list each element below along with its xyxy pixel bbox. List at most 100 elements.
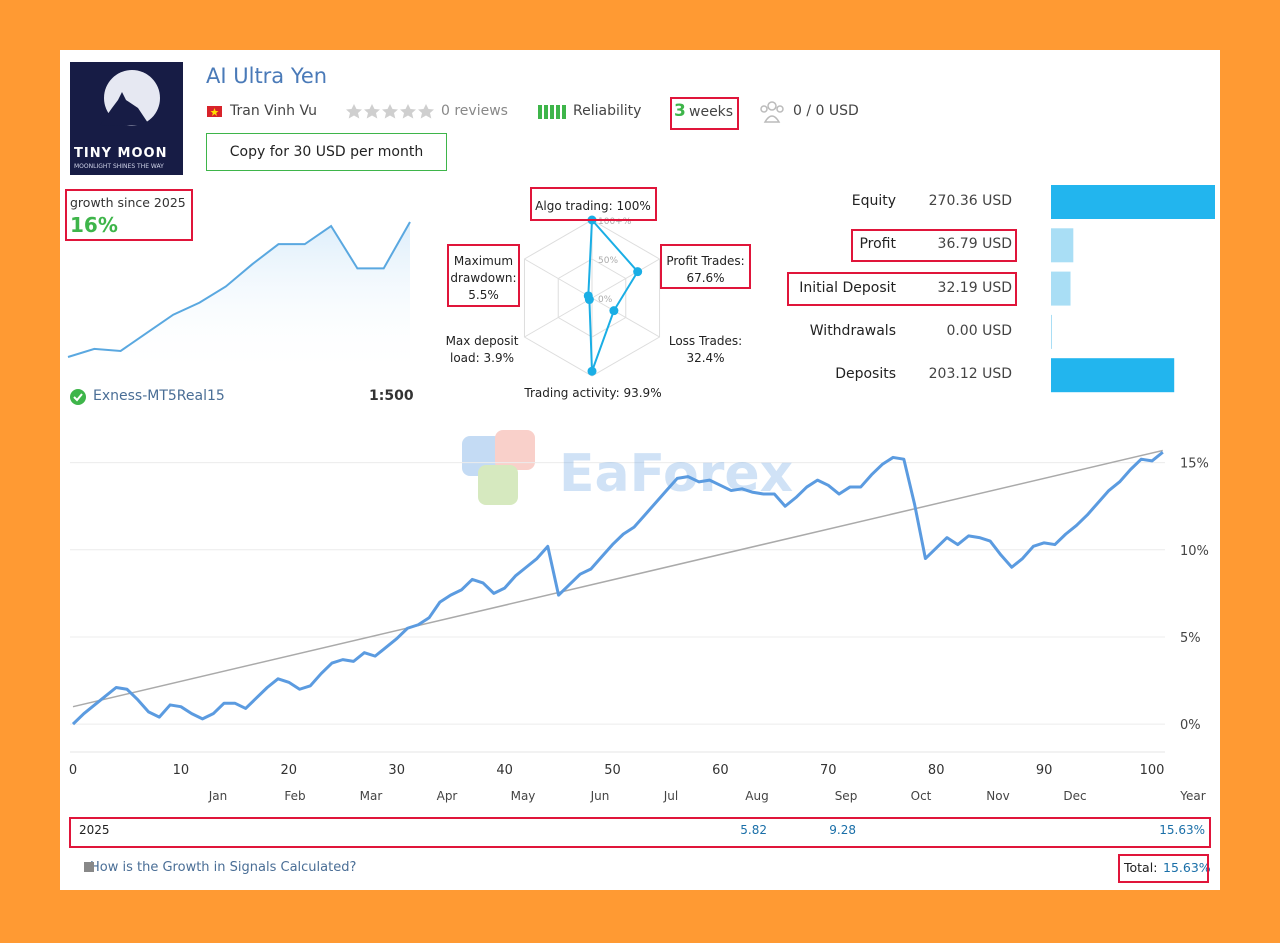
radar-tick-label: 50% [598, 256, 618, 266]
star [346, 104, 362, 119]
weeks-unit: weeks [689, 104, 734, 120]
reliability-bar [562, 105, 566, 119]
highlight [69, 817, 1211, 848]
x-tick-label: 20 [281, 763, 298, 778]
logo-subtitle: MOONLIGHT SHINES THE WAY [74, 163, 164, 170]
balance-bar [1051, 314, 1052, 349]
radar-label: Max deposit load: 3.9% [439, 333, 525, 367]
radar-point [633, 267, 643, 277]
radar-axis-name: Trading activity: [524, 386, 620, 400]
x-tick-label: 80 [928, 763, 945, 778]
highlight [660, 244, 751, 289]
reliability-bars [538, 105, 566, 119]
leverage: 1:500 [369, 388, 414, 404]
balance-name: Initial Deposit [799, 279, 896, 296]
verified-icon [70, 389, 86, 405]
radar-axis-name: Max deposit load: [445, 334, 519, 365]
watermark-logo [462, 430, 535, 505]
author: Tran Vinh Vu [230, 103, 318, 119]
x-tick-label: 10 [173, 763, 190, 778]
radar-axis-value: 3.9% [483, 351, 515, 365]
y-tick-label: 15% [1180, 457, 1209, 472]
radar-label: Loss Trades: 32.4% [663, 333, 748, 367]
radar-axis-name: Algo trading: [535, 199, 613, 213]
radar-label: Trading activity: 93.9% [516, 385, 670, 402]
balance-name: Deposits [835, 366, 896, 383]
logo-title: TINY MOON [74, 146, 168, 161]
balance-bar [1051, 271, 1071, 306]
month-label: Apr [437, 789, 458, 803]
radar-tick-label: 100+% [598, 217, 632, 227]
month-label: Year [1179, 789, 1205, 803]
y-tick-label: 0% [1180, 718, 1201, 733]
balance-value: 270.36 USD [928, 193, 1012, 209]
radar-axis-value: 32.4% [686, 351, 725, 365]
radar-point [587, 366, 597, 376]
flag-star [210, 108, 219, 116]
month-label: Jul [663, 789, 678, 803]
x-tick-label: 30 [388, 763, 405, 778]
star [418, 104, 434, 119]
year-cell: 9.28 [829, 823, 856, 837]
trend-line [72, 449, 1163, 708]
radar-spoke [591, 258, 660, 299]
balance-name: Withdrawals [809, 322, 896, 339]
star [364, 104, 380, 119]
mini-line [67, 221, 411, 358]
watermark: EaForex [559, 444, 794, 504]
x-tick-label: 100 [1140, 763, 1165, 778]
radar-axis-name: Loss Trades: [668, 334, 743, 348]
total-value: 15.63% [1163, 860, 1211, 875]
highlight [530, 187, 657, 221]
balance-value: 36.79 USD [937, 236, 1012, 253]
year-label: 2025 [79, 823, 110, 837]
radar-label: Profit Trades: 67.6% [660, 253, 751, 287]
month-label: Nov [986, 789, 1009, 803]
reliability-bar [538, 105, 542, 119]
reliability-bar [550, 105, 554, 119]
weeks-value: 3 [674, 101, 686, 121]
month-label: May [511, 789, 536, 803]
reliability: Reliability [573, 103, 642, 119]
balance-name: Equity [851, 193, 896, 209]
radar-label: Algo trading: 100% [528, 198, 658, 215]
radar-axis-value: 5.5% [468, 288, 499, 302]
balance-bar [1051, 185, 1215, 219]
broker: Exness-MT5Real15 [93, 388, 225, 404]
balance-bar [1051, 358, 1175, 393]
month-label: Feb [284, 789, 305, 803]
x-tick-label: 50 [604, 763, 621, 778]
highlight [447, 244, 520, 307]
month-label: Aug [745, 789, 768, 803]
y-tick-label: 10% [1180, 544, 1209, 559]
radar-axis-name: Profit Trades: [666, 254, 745, 268]
highlight [787, 272, 1017, 306]
highlight [65, 189, 193, 241]
subscribers: 0 / 0 USD [793, 103, 859, 119]
radar-point [583, 291, 593, 301]
x-tick-label: 90 [1036, 763, 1053, 778]
rating-stars [346, 104, 434, 119]
month-label: Jan [208, 789, 228, 803]
radar-axis-name: Maximum drawdown: [450, 254, 517, 285]
copy-button[interactable]: Copy for 30 USD per month [206, 133, 447, 171]
growth-line [71, 451, 1164, 726]
growth-help-link[interactable]: How is the Growth in Signals Calculated? [90, 860, 357, 875]
verified-check [73, 393, 83, 402]
x-tick-label: 60 [712, 763, 729, 778]
month-label: Dec [1063, 789, 1086, 803]
balance-value: 32.19 USD [937, 279, 1012, 296]
signal-title: AI Ultra Yen [206, 64, 328, 88]
highlight [851, 229, 1017, 262]
radar-axis-value: 67.6% [686, 271, 725, 285]
highlight [1118, 854, 1209, 883]
radar-tick-label: 0% [598, 295, 613, 305]
panel [60, 50, 1220, 890]
growth-value: 16% [70, 213, 118, 237]
month-label: Sep [835, 789, 858, 803]
year-cell: 15.63% [1159, 823, 1205, 837]
y-tick-label: 5% [1180, 631, 1201, 646]
balance-bar [1051, 228, 1074, 263]
radar-axis-value: 100% [616, 199, 651, 213]
